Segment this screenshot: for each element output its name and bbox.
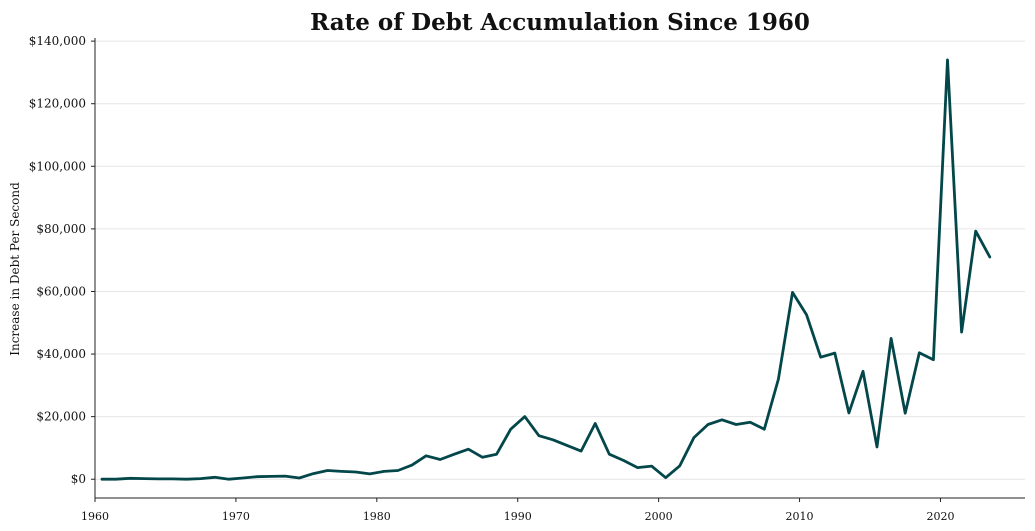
data-point (200, 477, 202, 479)
data-point (228, 478, 230, 480)
data-point (510, 428, 512, 430)
data-point (411, 464, 413, 466)
data-point (552, 439, 554, 441)
data-point (890, 337, 892, 339)
y-axis-ticks: $0 $20,000 $40,000 $60,000 $80,000 $100,000 $1… (29, 34, 95, 486)
data-point (932, 359, 934, 361)
x-axis-ticks: 1960 1970 1980 1990 2000 2010 2020 (81, 498, 954, 523)
data-point (707, 423, 709, 425)
y-tick-label: $100,000 (29, 159, 86, 173)
data-point (312, 472, 314, 474)
y-tick-label: $0 (71, 472, 86, 486)
data-point (242, 477, 244, 479)
x-tick-label: 1990 (504, 510, 532, 523)
chart-title: Rate of Debt Accumulation Since 1960 (310, 9, 810, 36)
data-point (749, 421, 751, 423)
data-point (256, 476, 258, 478)
data-point (453, 453, 455, 455)
data-point (650, 465, 652, 467)
x-tick-label: 1960 (81, 510, 109, 523)
data-point (721, 419, 723, 421)
gridlines (95, 40, 1025, 480)
data-point (270, 475, 272, 477)
data-point (298, 477, 300, 479)
y-tick-label: $80,000 (36, 222, 86, 236)
x-tick-label: 2000 (645, 510, 673, 523)
data-point (735, 423, 737, 425)
data-point (143, 477, 145, 479)
data-point (171, 478, 173, 480)
y-tick-label: $40,000 (36, 347, 86, 361)
data-point (960, 331, 962, 333)
data-point (975, 230, 977, 232)
data-point (185, 478, 187, 480)
data-point (580, 450, 582, 452)
data-point (355, 471, 357, 473)
data-point (693, 436, 695, 438)
data-point (622, 459, 624, 461)
x-tick-label: 1980 (363, 510, 391, 523)
data-point (214, 476, 216, 478)
data-point (566, 444, 568, 446)
data-point (989, 256, 991, 258)
y-tick-label: $120,000 (29, 97, 86, 111)
data-point (848, 412, 850, 414)
x-tick-label: 2020 (926, 510, 954, 523)
data-point (594, 422, 596, 424)
data-point (679, 465, 681, 467)
data-point (383, 470, 385, 472)
data-point (862, 370, 864, 372)
y-tick-label: $140,000 (29, 34, 86, 48)
data-point (495, 453, 497, 455)
data-point (340, 470, 342, 472)
data-point (834, 352, 836, 354)
data-point (467, 448, 469, 450)
data-point (115, 478, 117, 480)
data-point (946, 59, 948, 61)
data-point (820, 356, 822, 358)
data-point (129, 477, 131, 479)
data-point (481, 456, 483, 458)
data-point (157, 478, 159, 480)
data-point (904, 412, 906, 414)
x-tick-label: 2010 (786, 510, 814, 523)
data-point (524, 415, 526, 417)
data-point (805, 314, 807, 316)
y-tick-label: $20,000 (36, 410, 86, 424)
data-point (918, 352, 920, 354)
data-point (608, 453, 610, 455)
axes (94, 38, 1025, 499)
data-point (369, 473, 371, 475)
data-point (425, 455, 427, 457)
data-point (439, 458, 441, 460)
y-axis-label: Increase in Debt Per Second (8, 182, 22, 356)
data-point (284, 475, 286, 477)
data-point (101, 478, 103, 480)
data-point (397, 469, 399, 471)
data-point (326, 469, 328, 471)
series-line (100, 58, 992, 481)
data-point (538, 435, 540, 437)
data-point (665, 477, 667, 479)
x-tick-label: 1970 (222, 510, 250, 523)
y-tick-label: $60,000 (36, 284, 86, 298)
data-point (636, 466, 638, 468)
series-group (100, 58, 992, 481)
data-point (876, 446, 878, 448)
data-point (763, 428, 765, 430)
data-point (777, 378, 779, 380)
data-point (791, 291, 793, 293)
